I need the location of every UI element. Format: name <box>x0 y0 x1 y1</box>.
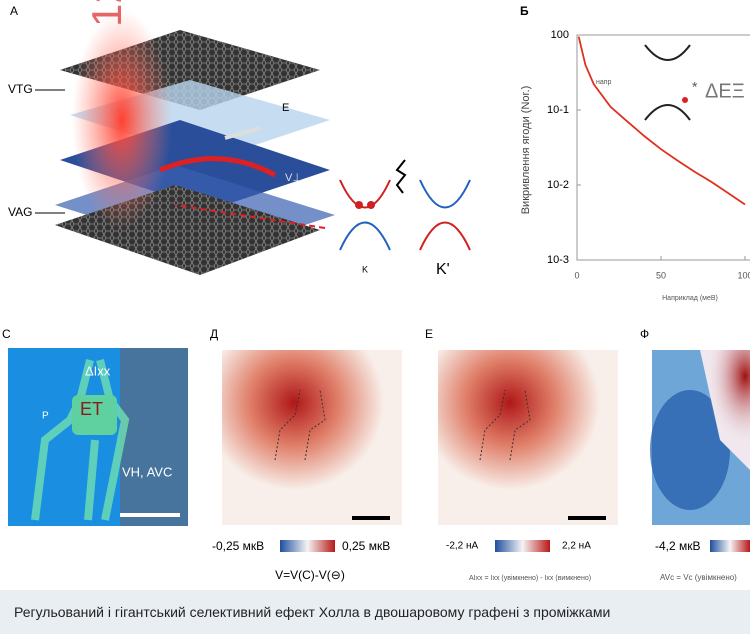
panel-label: Е <box>425 327 433 341</box>
label: VTG <box>8 82 33 96</box>
panel-f: Ф -4,2 мкВ AVc = Vc (увімкнено) <box>640 327 750 582</box>
label: 12 <box>83 0 130 27</box>
label: ET <box>80 399 103 419</box>
x-tick-label: 50 <box>656 270 666 280</box>
colorbar <box>280 540 335 552</box>
label: VAG <box>8 205 32 219</box>
panel-label: Ф <box>640 327 649 341</box>
band <box>419 221 471 251</box>
formula: AVc = Vc (увімкнено) <box>660 573 737 582</box>
device-outline <box>479 389 531 461</box>
arrow <box>224 126 261 140</box>
inset-band <box>644 44 691 61</box>
x-tick-label: 0 <box>574 270 579 280</box>
panel-b: Б Викривлення ягоди (Nor.) Наприклад (ме… <box>520 4 750 302</box>
formula: V=V(C)-V(⊖) <box>275 568 345 582</box>
panel-d: Д -0,25 мкВ 0,25 мкВ V=V(C)-V(⊖) <box>210 327 402 582</box>
scale-min: -2,2 нА <box>446 541 479 552</box>
scale-min: -4,2 мкВ <box>655 539 701 553</box>
x-tick-label: 100 <box>737 270 750 280</box>
label: E <box>282 102 289 114</box>
electrodes <box>31 359 130 521</box>
annotation: напр <box>596 79 612 86</box>
label: VH, AVC <box>122 464 172 479</box>
y-tick-label: 10-3 <box>547 254 569 266</box>
panel-c: С ΔIxx ET P VH, AVC <box>2 327 188 526</box>
arrow <box>174 204 326 229</box>
carrier <box>355 201 363 209</box>
formula: AIxx = Ixx (увімкнено) - Ixx (вимкнено) <box>469 574 591 582</box>
arrow <box>159 156 277 178</box>
band <box>419 179 471 209</box>
panel-label: Б <box>520 4 529 18</box>
substrate <box>120 348 188 526</box>
device-outline <box>274 389 326 461</box>
panel-e: Е -2,2 нА 2,2 нА AIxx = Ixx (увімкнено) … <box>425 327 618 582</box>
band <box>339 221 391 251</box>
scale-max: 0,25 мкВ <box>342 539 390 553</box>
heatmap-hot <box>652 350 750 525</box>
heatmap <box>438 350 618 525</box>
scale-max: 2,2 нА <box>562 541 591 552</box>
annotation: ΔEΞ <box>705 80 745 102</box>
scale-min: -0,25 мкВ <box>212 539 264 553</box>
panel-label: A <box>10 4 18 18</box>
photon <box>395 159 407 194</box>
colorbar <box>495 540 550 552</box>
annotation: * <box>692 79 698 95</box>
panel-a: A 12 VTG E VAG V⊥ K K' <box>8 0 471 278</box>
label: V⊥ <box>285 172 302 184</box>
panel-label: С <box>2 327 11 341</box>
y-tick-label: 100 <box>551 29 569 41</box>
carrier <box>367 201 375 209</box>
label: K <box>362 264 368 274</box>
band <box>339 179 391 209</box>
colorbar <box>710 540 750 552</box>
y-tick-label: 10-2 <box>547 179 569 191</box>
inset-band <box>644 104 691 121</box>
panel-label: Д <box>210 327 218 341</box>
label: P <box>42 411 49 422</box>
caption: Регульований і гігантський селективний е… <box>0 590 750 634</box>
y-axis-label: Викривлення ягоди (Nor.) <box>520 86 532 215</box>
inset-dot <box>682 97 688 103</box>
x-axis-label: Наприклад (меВ) <box>662 295 718 302</box>
figure: A 12 VTG E VAG V⊥ K K' Б Викривлення яго… <box>2 0 750 582</box>
plot-frame <box>576 34 750 261</box>
heatmap <box>222 350 402 525</box>
light-beam <box>72 10 172 230</box>
label: K' <box>436 261 450 278</box>
y-tick-label: 10-1 <box>547 104 569 116</box>
data-line <box>577 36 746 206</box>
device-region <box>72 395 117 435</box>
label: ΔIxx <box>85 363 111 378</box>
